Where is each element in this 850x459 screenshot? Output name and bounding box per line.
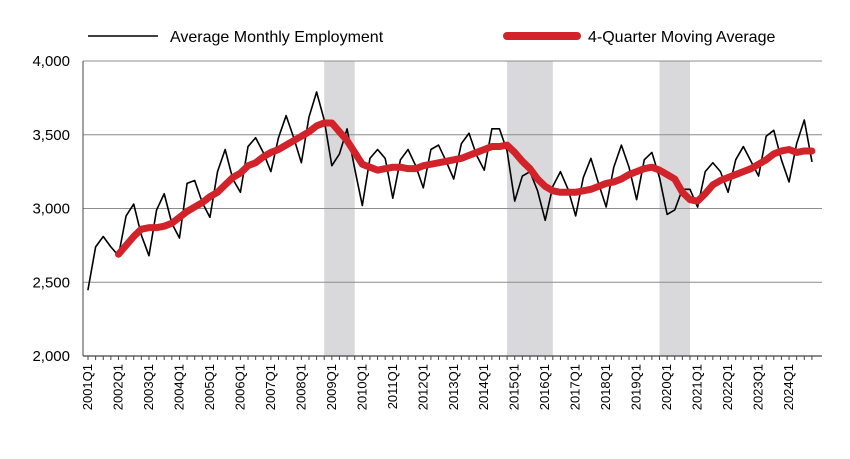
- x-tick-label-2015q1: 2015Q1: [507, 364, 522, 410]
- x-tick-label-2012q1: 2012Q1: [415, 364, 430, 410]
- y-tick-label-2000: 2,000: [32, 348, 70, 365]
- x-tick-label-2002q1: 2002Q1: [110, 364, 125, 410]
- x-tick-label-2008q1: 2008Q1: [293, 364, 308, 410]
- x-tick-label-2020q1: 2020Q1: [659, 364, 674, 410]
- y-tick-label-4000: 4,000: [32, 53, 70, 70]
- x-tick-label-2021q1: 2021Q1: [690, 364, 705, 410]
- legend-label-4-quarter-moving-average: 4-Quarter Moving Average: [588, 29, 775, 46]
- x-tick-label-2022q1: 2022Q1: [720, 364, 735, 410]
- x-tick-label-2013q1: 2013Q1: [446, 364, 461, 410]
- y-tick-label-2500: 2,500: [32, 274, 70, 291]
- x-tick-label-2019q1: 2019Q1: [629, 364, 644, 410]
- x-tick-label-2004q1: 2004Q1: [171, 364, 186, 410]
- x-axis-tick-labels: 2001Q1 2002Q1 2003Q1 2004Q1 2005Q1 2006Q1 2007…: [80, 364, 796, 410]
- legend-label-average-monthly-employment: Average Monthly Employment: [170, 29, 384, 46]
- x-tick-label-2009q1: 2009Q1: [324, 364, 339, 410]
- x-tick-label-2001q1: 2001Q1: [80, 364, 95, 410]
- x-tick-label-2014q1: 2014Q1: [476, 364, 491, 410]
- y-axis-tick-labels: 2,000 2,500 3,000 3,500 4,000: [32, 53, 70, 365]
- axes: [82, 61, 822, 360]
- x-tick-label-2024q1: 2024Q1: [781, 364, 796, 410]
- legend: Average Monthly Employment 4-Quarter Mov…: [88, 29, 775, 46]
- x-tick-label-2007q1: 2007Q1: [263, 364, 278, 410]
- gridlines: [83, 60, 822, 283]
- series-line-average-monthly-employment: [87, 91, 813, 291]
- x-tick-label-2006q1: 2006Q1: [232, 364, 247, 410]
- x-tick-label-2017q1: 2017Q1: [568, 364, 583, 410]
- x-tick-label-2023q1: 2023Q1: [751, 364, 766, 410]
- x-tick-label-2005q1: 2005Q1: [202, 364, 217, 410]
- x-tick-label-2018q1: 2018Q1: [598, 364, 613, 410]
- series-line-4-quarter-moving-average: [114, 119, 816, 258]
- x-tick-label-2010q1: 2010Q1: [354, 364, 369, 410]
- x-tick-label-2003q1: 2003Q1: [141, 364, 156, 410]
- x-tick-label-2011q1: 2011Q1: [385, 364, 400, 409]
- x-tick-label-2016q1: 2016Q1: [537, 364, 552, 410]
- series-lines: [87, 91, 816, 291]
- y-tick-label-3000: 3,000: [32, 201, 70, 218]
- y-tick-label-3500: 3,500: [32, 127, 70, 144]
